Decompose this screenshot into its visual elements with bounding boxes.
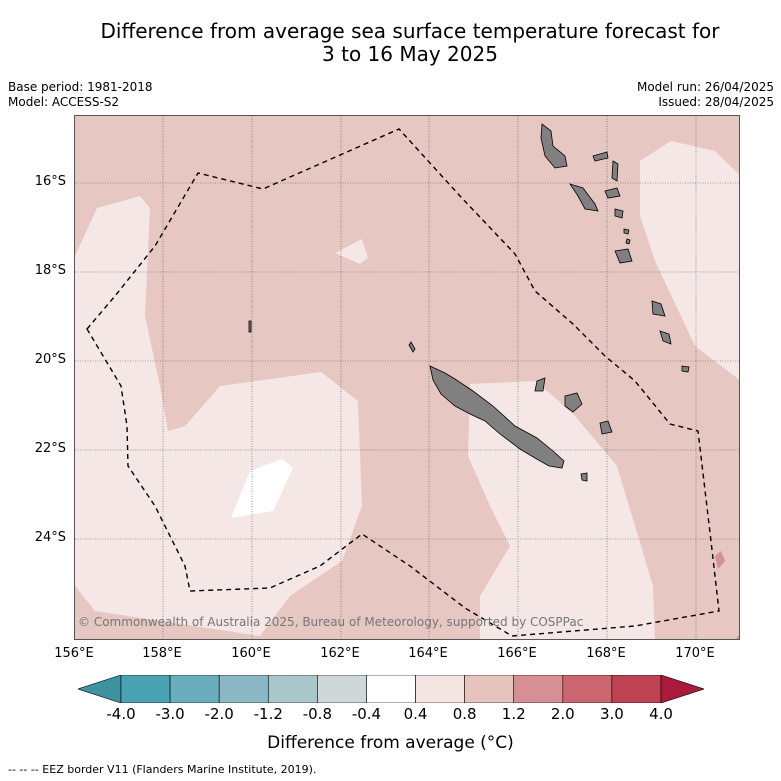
title-line-2: 3 to 16 May 2025 (322, 42, 498, 66)
lon-tick: 162°E (320, 646, 360, 661)
chart-title: Difference from average sea surface temp… (60, 20, 760, 66)
isle-of-pines (580, 472, 588, 482)
anomaly-dark-spot-2 (736, 635, 739, 639)
colorbar (78, 675, 704, 703)
model-text: Model: ACCESS-S2 (8, 95, 120, 109)
copyright-text: © Commonwealth of Australia 2025, Bureau… (78, 615, 584, 629)
eez-legend-footer: -- -- -- EEZ border V11 (Flanders Marine… (8, 763, 317, 776)
vanuatu-small-2 (625, 238, 631, 245)
colorbar-tick-label: 0.8 (452, 705, 477, 723)
colorbar-segment (120, 675, 171, 703)
eez-border (86, 128, 720, 637)
colorbar-segment (317, 675, 367, 703)
anomaly-light-center-blob (335, 239, 368, 264)
colorbar-tick-label: 1.2 (501, 705, 526, 723)
lat-tick: 16°S (34, 174, 66, 189)
lon-tick: 170°E (675, 646, 715, 661)
colorbar-segment (218, 675, 269, 703)
lon-tick: 168°E (586, 646, 626, 661)
anomaly-light-west (75, 196, 362, 636)
colorbar-tick-label: 4.0 (649, 705, 673, 723)
colorbar-tick-label: -3.0 (155, 705, 185, 723)
meta-right: Model run: 26/04/2025 Issued: 28/04/2025 (637, 80, 774, 110)
belep-islands (408, 341, 416, 353)
lat-tick: 20°S (34, 352, 66, 367)
lon-tick: 160°E (231, 646, 271, 661)
land-masses (248, 123, 690, 482)
vanuatu-ambae (592, 151, 609, 162)
colorbar-title: Difference from average (°C) (267, 733, 514, 753)
loyalty-islands-mare (599, 420, 613, 435)
vanuatu-pentecost (611, 160, 619, 182)
meta-left: Base period: 1981-2018 Model: ACCESS-S2 (8, 80, 153, 110)
colorbar-segment (366, 675, 416, 703)
lon-tick: 156°E (54, 646, 94, 661)
title-line-1: Difference from average sea surface temp… (100, 19, 720, 43)
lat-tick: 18°S (34, 263, 66, 278)
colorbar-tick-label: -1.2 (253, 705, 283, 723)
model-run-text: Model run: 26/04/2025 (636, 80, 774, 94)
loyalty-islands-lifou (564, 392, 583, 413)
vanuatu-malekula (569, 183, 599, 212)
loyalty-islands-ouvea (534, 377, 546, 392)
colorbar-segment (464, 675, 515, 703)
colorbar-segments (78, 675, 704, 703)
vanuatu-small-1 (623, 228, 630, 235)
map-panel (74, 115, 740, 640)
colorbar-tick-label: -4.0 (106, 705, 136, 723)
colorbar-segment (611, 675, 662, 703)
lon-tick: 166°E (497, 646, 537, 661)
lon-tick: 158°E (142, 646, 182, 661)
base-period-text: Base period: 1981-2018 (8, 80, 153, 94)
colorbar-segment (562, 675, 613, 703)
colorbar-tick-label: -2.0 (204, 705, 234, 723)
vanuatu-tanna (659, 330, 672, 345)
colorbar-tick-label: -0.8 (302, 705, 332, 723)
colorbar-tick-label: 3.0 (599, 705, 624, 723)
colorbar-extend-low (78, 675, 122, 703)
vanuatu-epi (604, 187, 621, 199)
lat-tick: 24°S (34, 530, 66, 545)
lat-tick: 22°S (34, 441, 66, 456)
issued-text: Issued: 28/04/2025 (658, 95, 774, 109)
anomaly-light-ne (640, 141, 739, 380)
vanuatu-aneityum (681, 365, 690, 373)
lon-tick: 164°E (408, 646, 448, 661)
colorbar-segment (513, 675, 564, 703)
chesterfield-islet (248, 320, 252, 333)
vanuatu-shepherd (614, 208, 624, 219)
colorbar-segment (169, 675, 220, 703)
new-caledonia-grande-terre (429, 365, 565, 469)
colorbar-tick-label: 0.4 (403, 705, 428, 723)
anomaly-neutral-region (231, 459, 293, 518)
colorbar-extend-high (660, 675, 704, 703)
vanuatu-espiritu-santo (540, 123, 568, 169)
colorbar-segment (415, 675, 465, 703)
colorbar-tick-label: 2.0 (550, 705, 575, 723)
vanuatu-efate (614, 248, 633, 264)
anomaly-dark-spot-1 (715, 551, 725, 569)
colorbar-segment (267, 675, 318, 703)
vanuatu-erromango (651, 300, 666, 317)
map-svg (75, 116, 739, 639)
colorbar-tick-label: -0.4 (351, 705, 382, 723)
graticule (75, 116, 739, 639)
